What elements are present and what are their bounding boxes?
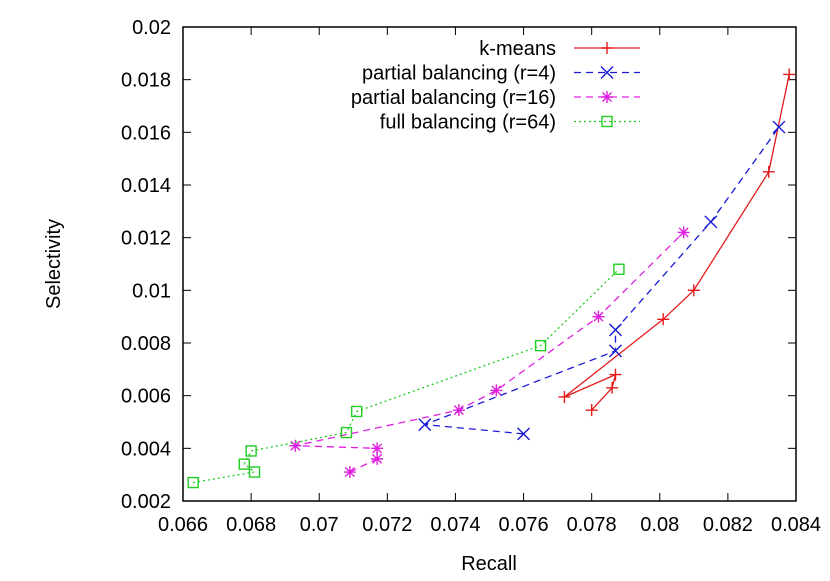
series-layer (187, 68, 796, 489)
x-tick-label: 0.072 (362, 514, 412, 536)
data-point-marker (187, 476, 199, 489)
y-tick-label: 0.004 (121, 438, 171, 460)
y-tick-label: 0.002 (121, 491, 171, 513)
x-tick-label: 0.082 (703, 514, 753, 536)
data-point-marker (558, 390, 571, 403)
legend: k-means partial balancing (r=4)partial ba… (351, 38, 640, 134)
data-point-marker (606, 381, 619, 394)
series-0 (558, 68, 796, 417)
y-tick-label: 0.012 (121, 228, 171, 250)
y-tick-label: 0.01 (132, 280, 171, 302)
x-tick-label: 0.084 (771, 514, 821, 536)
x-tick-label: 0.07 (300, 514, 339, 536)
x-tick-label: 0.078 (567, 514, 617, 536)
legend-label: k-means (479, 38, 556, 60)
data-point-marker (601, 91, 613, 103)
series-1 (418, 120, 786, 441)
y-tick-label: 0.006 (121, 386, 171, 408)
data-point-marker (238, 458, 251, 470)
data-point-marker (687, 284, 700, 297)
series-line (424, 126, 780, 435)
data-point-marker (248, 466, 261, 478)
data-point-marker (677, 226, 690, 239)
data-point-marker (783, 68, 796, 81)
data-point-marker (609, 368, 622, 381)
data-point-marker (657, 313, 670, 326)
x-tick-label: 0.08 (640, 514, 679, 536)
legend-label: partial balancing (r=16) (351, 87, 556, 109)
data-point-marker (245, 445, 257, 457)
series-2 (289, 226, 690, 479)
data-point-marker (371, 452, 384, 465)
data-point-marker (772, 120, 786, 134)
y-tick-label: 0.018 (121, 70, 171, 92)
data-point-marker (704, 215, 718, 229)
y-tick-label: 0.02 (132, 17, 171, 39)
data-point-marker (340, 426, 353, 439)
x-tick-label: 0.074 (430, 514, 480, 536)
data-point-marker (490, 384, 503, 397)
series-line (295, 231, 685, 473)
plot-frame (182, 26, 797, 502)
series-line (193, 268, 620, 484)
data-point-marker (350, 405, 363, 418)
axis-ticks: 0.066 0.068 0.07 0.072 0.074 0.076 0.078 0.08 0.… (121, 17, 821, 536)
x-tick-label: 0.068 (226, 514, 276, 536)
y-tick-label: 0.016 (121, 122, 171, 144)
data-point-marker (601, 42, 613, 54)
data-point-marker (517, 427, 531, 441)
data-point-marker (289, 439, 302, 452)
data-point-marker (609, 323, 623, 337)
data-point-marker (600, 66, 614, 79)
data-point-marker (418, 418, 432, 432)
data-point-marker (585, 404, 598, 417)
series-line (563, 74, 790, 411)
y-tick-label: 0.014 (121, 175, 171, 197)
data-point-marker (452, 404, 465, 417)
data-point-marker (371, 442, 384, 455)
x-tick-label: 0.066 (158, 514, 208, 536)
legend-label: full balancing (r=64) (380, 112, 556, 134)
data-point-marker (601, 115, 613, 128)
data-point-marker (762, 165, 775, 178)
data-point-marker (592, 310, 605, 323)
y-tick-label: 0.008 (121, 333, 171, 355)
x-axis-label: Recall (461, 553, 517, 575)
legend-label: partial balancing (r=4) (362, 63, 556, 85)
series-3 (187, 263, 625, 489)
data-point-marker (609, 344, 623, 358)
x-tick-label: 0.076 (499, 514, 549, 536)
data-point-marker (534, 339, 547, 352)
y-axis-label: Selectivity (43, 219, 65, 309)
data-point-marker (613, 263, 625, 275)
data-point-marker (343, 466, 356, 479)
